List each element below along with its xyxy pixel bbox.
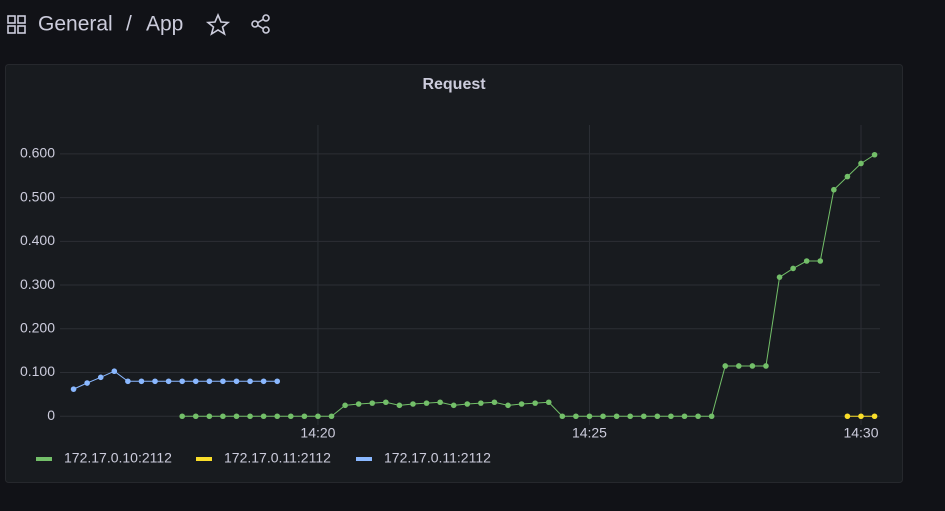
data-point: [233, 413, 240, 420]
data-point: [192, 413, 199, 420]
y-tick-label: 0.600: [20, 145, 55, 161]
data-point: [152, 378, 158, 385]
y-tick-label: 0.300: [20, 276, 55, 292]
data-point: [844, 173, 851, 180]
data-point: [450, 402, 457, 409]
data-point: [722, 363, 729, 369]
legend-label[interactable]: 172.17.0.11:2112: [384, 450, 491, 466]
data-point: [478, 400, 484, 406]
data-point: [369, 400, 376, 406]
share-icon[interactable]: [251, 14, 270, 34]
data-point: [573, 413, 579, 420]
data-point: [736, 363, 742, 369]
plot: 0 0.100 0.200 0.300 0.400 0.500 0.600 14:20 14:2…: [20, 125, 880, 466]
x-tick-label: 14:20: [300, 425, 335, 441]
y-tick-label: 0.100: [20, 363, 55, 379]
data-point: [790, 265, 796, 272]
data-point: [247, 413, 253, 420]
breadcrumb-separator: /: [126, 13, 132, 36]
data-point: [803, 258, 810, 264]
data-point: [328, 413, 335, 420]
y-tick-label: 0.400: [20, 232, 55, 248]
data-point: [274, 378, 281, 385]
x-tick-label: 14:30: [843, 425, 878, 441]
series-line: [73, 370, 278, 390]
data-point: [654, 413, 661, 420]
breadcrumb-dashboard[interactable]: App: [146, 13, 183, 36]
data-point: [505, 402, 511, 409]
data-point: [396, 402, 403, 409]
data-point: [206, 413, 213, 420]
data-point: [763, 363, 769, 369]
data-point: [260, 413, 267, 420]
data-point: [97, 374, 104, 381]
data-point: [84, 380, 90, 386]
data-point: [831, 186, 837, 193]
data-point: [586, 413, 593, 420]
data-point: [111, 368, 118, 375]
data-point: [206, 378, 213, 385]
y-tick-label: 0: [47, 407, 55, 423]
apps-icon[interactable]: [7, 15, 26, 34]
breadcrumb-folder[interactable]: General: [38, 13, 113, 36]
data-point: [437, 399, 443, 406]
data-point: [138, 378, 145, 385]
y-tick-label: 0.500: [20, 188, 55, 204]
data-point: [627, 413, 633, 420]
data-point: [559, 413, 566, 420]
data-point: [749, 363, 756, 369]
data-point: [844, 413, 851, 420]
data-point: [247, 378, 253, 385]
data-point: [192, 378, 199, 385]
data-point: [532, 400, 538, 406]
data-point: [179, 378, 185, 385]
data-point: [260, 378, 267, 385]
data-point: [668, 413, 674, 420]
data-point: [871, 413, 878, 420]
data-point: [518, 401, 525, 407]
series-line: [182, 154, 875, 417]
data-point: [233, 378, 240, 385]
data-point: [776, 274, 783, 280]
panel-title: Request: [422, 76, 486, 93]
data-point: [708, 413, 715, 420]
data-point: [613, 413, 620, 420]
y-tick-label: 0.200: [20, 319, 55, 335]
data-point: [287, 413, 294, 420]
legend-label[interactable]: 172.17.0.10:2112: [64, 450, 172, 466]
data-point: [545, 399, 552, 406]
data-point: [423, 400, 430, 406]
data-point: [695, 413, 701, 420]
data-point: [871, 151, 878, 158]
data-point: [858, 413, 864, 420]
data-point: [464, 401, 471, 407]
data-point: [355, 401, 362, 407]
data-point: [301, 413, 308, 420]
data-point: [220, 378, 226, 385]
data-point: [274, 413, 281, 420]
panel: [5, 64, 903, 483]
data-point: [165, 378, 172, 385]
data-point: [342, 402, 348, 409]
data-point: [600, 413, 606, 420]
data-point: [491, 399, 498, 406]
legend-label[interactable]: 172.17.0.11:2112: [224, 450, 331, 466]
data-point: [640, 413, 647, 420]
data-point: [681, 413, 688, 420]
data-point: [70, 386, 77, 392]
data-point: [220, 413, 226, 420]
data-point: [858, 160, 864, 167]
data-point: [125, 378, 131, 385]
data-point: [383, 399, 389, 406]
data-point: [315, 413, 321, 420]
data-point: [817, 258, 824, 264]
data-point: [179, 413, 185, 420]
x-tick-label: 14:25: [572, 425, 607, 441]
star-icon[interactable]: [205, 12, 231, 36]
data-point: [410, 401, 416, 407]
